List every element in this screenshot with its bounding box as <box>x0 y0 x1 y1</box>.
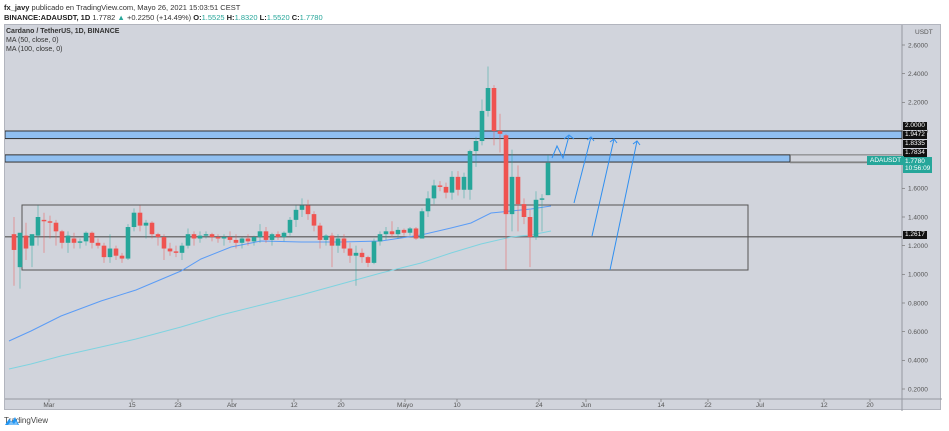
author-name[interactable]: fx_javy <box>4 3 30 12</box>
svg-text:20: 20 <box>337 402 345 409</box>
svg-text:1.4000: 1.4000 <box>908 214 928 221</box>
price-change: +0.2250 (+14.49%) <box>126 13 192 22</box>
svg-text:22: 22 <box>704 402 712 409</box>
last-price: 1.7782 <box>92 13 116 22</box>
brand-name: TradingView <box>4 416 49 425</box>
svg-text:Jul: Jul <box>756 402 765 409</box>
open-label: O: <box>193 13 202 22</box>
svg-text:1.6000: 1.6000 <box>908 186 928 193</box>
svg-text:0.6000: 0.6000 <box>908 329 928 336</box>
price-tag-support: 1.2617 <box>903 231 927 239</box>
svg-text:2.2000: 2.2000 <box>908 100 928 107</box>
svg-text:23: 23 <box>174 402 182 409</box>
svg-text:12: 12 <box>820 402 828 409</box>
resistance-zone-lower <box>5 154 791 163</box>
svg-text:USDT: USDT <box>915 29 933 36</box>
svg-text:Mayo: Mayo <box>397 402 413 409</box>
price-tag-2000: 2.0000 <box>903 122 927 130</box>
bar-countdown: 10:56:09 <box>905 165 931 172</box>
published-text: publicado en TradingView.com, Mayo 26, 2… <box>31 3 241 12</box>
chart-canvas[interactable]: USDT2.60002.40002.20002.00001.80001.6000… <box>5 25 942 411</box>
close-label: C: <box>291 13 300 22</box>
price-tag-17834: 1.7834 <box>903 149 927 157</box>
chart-container[interactable]: USDT2.60002.40002.20002.00001.80001.6000… <box>4 24 942 411</box>
legend-ma100[interactable]: MA (100, close, 0) <box>6 46 63 53</box>
close-value: 1.7780 <box>299 13 323 22</box>
svg-text:15: 15 <box>128 402 136 409</box>
up-arrow-icon: ▲ <box>117 13 125 22</box>
svg-text:0.8000: 0.8000 <box>908 300 928 307</box>
legend-ma50[interactable]: MA (50, close, 0) <box>6 37 59 44</box>
resistance-zone-upper <box>5 130 903 140</box>
price-tag-19472: 1.9472 <box>903 131 927 139</box>
x-axis[interactable]: Mar 15 23 Abr 12 20 Mayo 10 24 Jun 14 22 Jul 12 20 <box>43 399 874 409</box>
high-value: 1.8320 <box>234 13 258 22</box>
current-price: 1.7780 <box>905 158 925 165</box>
publish-info: fx_javy publicado en TradingView.com, Ma… <box>4 3 240 12</box>
svg-text:1.2000: 1.2000 <box>908 243 928 250</box>
symbol-tag: ADAUSDT <box>867 156 905 165</box>
svg-text:0.4000: 0.4000 <box>908 358 928 365</box>
svg-text:10: 10 <box>453 402 461 409</box>
high-label: H: <box>226 13 235 22</box>
y-axis[interactable]: USDT2.60002.40002.20002.00001.80001.6000… <box>902 29 933 393</box>
svg-text:12: 12 <box>290 402 298 409</box>
svg-text:2.6000: 2.6000 <box>908 42 928 49</box>
svg-text:20: 20 <box>866 402 874 409</box>
svg-text:2.4000: 2.4000 <box>908 71 928 78</box>
candles <box>11 66 551 289</box>
svg-text:24: 24 <box>535 402 543 409</box>
projection-arrows <box>551 134 641 271</box>
range-box <box>21 204 749 271</box>
svg-text:14: 14 <box>657 402 665 409</box>
svg-text:Jun: Jun <box>581 402 592 409</box>
legend-title: Cardano / TetherUS, 1D, BINANCE <box>6 28 120 35</box>
tradingview-logo-icon <box>5 417 19 425</box>
price-tag-18335: 1.8335 <box>903 140 927 148</box>
svg-text:Mar: Mar <box>43 402 55 409</box>
open-value: 1.5525 <box>201 13 225 22</box>
svg-text:Abr: Abr <box>227 402 238 409</box>
svg-text:0.2000: 0.2000 <box>908 386 928 393</box>
chart-legend: Cardano / TetherUS, 1D, BINANCE MA (50, … <box>6 27 119 54</box>
current-price-tag: 1.7780 10:56:09 <box>903 157 933 173</box>
symbol-line: BINANCE:ADAUSDT, 1D <box>4 13 91 22</box>
ma50-line <box>8 205 552 342</box>
svg-text:1.0000: 1.0000 <box>908 272 928 279</box>
low-label: L: <box>259 13 267 22</box>
footer-brand[interactable]: TradingView <box>4 416 48 425</box>
low-value: 1.5520 <box>266 13 290 22</box>
ma100-line <box>8 230 552 370</box>
symbol-quote-line: BINANCE:ADAUSDT, 1D 1.7782 ▲ +0.2250 (+1… <box>4 13 323 22</box>
